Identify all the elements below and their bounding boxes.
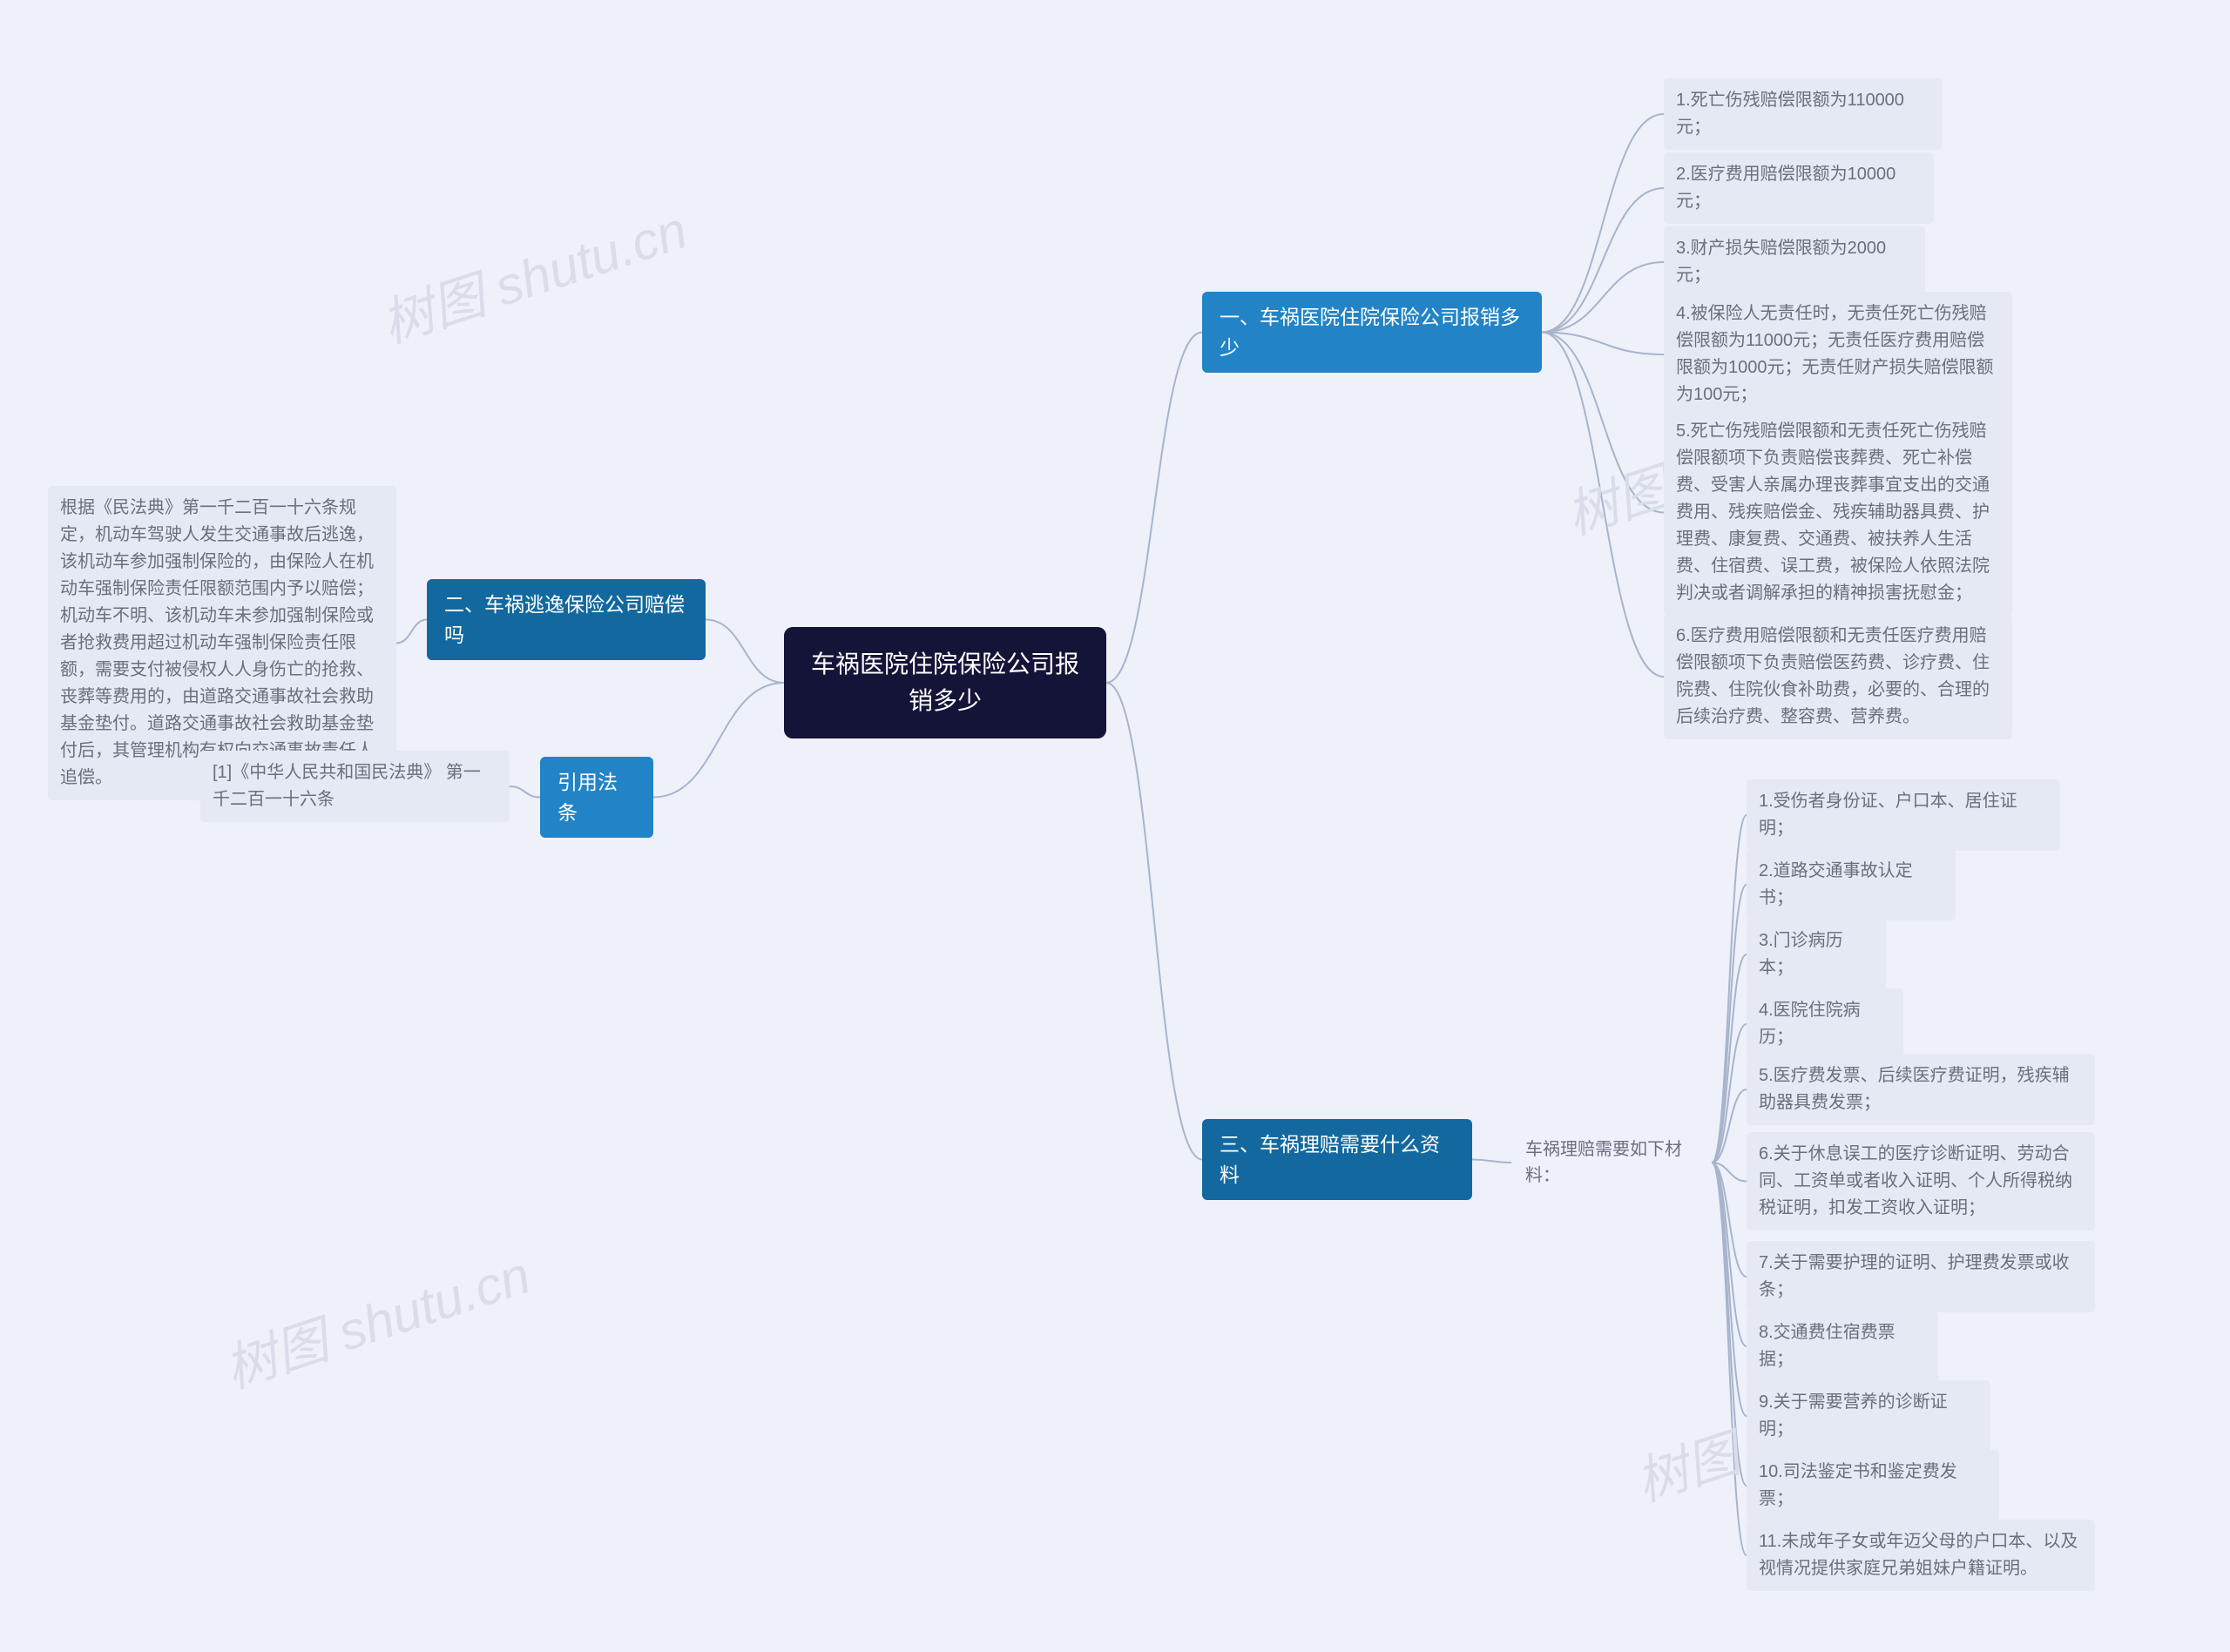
branch-4-leaf-7[interactable]: 7.关于需要护理的证明、护理费发票或收条； — [1747, 1241, 2095, 1312]
branch-3-leaf-1[interactable]: [1]《中华人民共和国民法典》 第一千二百一十六条 — [200, 751, 510, 822]
branch-1-leaf-1[interactable]: 1.死亡伤残赔偿限额为110000元； — [1664, 78, 1943, 150]
branch-1-line1: 一、车祸医院住院保险公司报销多 — [1220, 302, 1524, 333]
branch-4-leaf-4[interactable]: 4.医院住院病历； — [1747, 988, 1903, 1060]
branch-4-leaf-8[interactable]: 8.交通费住宿费票据； — [1747, 1311, 1938, 1382]
branch-4-leaf-3[interactable]: 3.门诊病历本； — [1747, 919, 1886, 990]
branch-1-leaf-3[interactable]: 3.财产损失赔偿限额为2000元； — [1664, 226, 1925, 298]
branch-1[interactable]: 一、车祸医院住院保险公司报销多 少 — [1202, 292, 1542, 373]
branch-3[interactable]: 引用法条 — [540, 757, 653, 838]
branch-4-leaf-2[interactable]: 2.道路交通事故认定书； — [1747, 849, 1956, 920]
branch-1-leaf-4[interactable]: 4.被保险人无责任时，无责任死亡伤残赔偿限额为11000元；无责任医疗费用赔偿限… — [1664, 292, 2012, 417]
branch-4-leaf-1[interactable]: 1.受伤者身份证、户口本、居住证明； — [1747, 779, 2060, 851]
branch-1-leaf-5[interactable]: 5.死亡伤残赔偿限额和无责任死亡伤残赔偿限额项下负责赔偿丧葬费、死亡补偿费、受害… — [1664, 409, 2012, 616]
branch-4-sub: 车祸理赔需要如下材料： — [1511, 1128, 1712, 1197]
branch-4-leaf-11[interactable]: 11.未成年子女或年迈父母的户口本、以及视情况提供家庭兄弟姐妹户籍证明。 — [1747, 1520, 2095, 1591]
branch-4-leaf-10[interactable]: 10.司法鉴定书和鉴定费发票； — [1747, 1450, 1999, 1521]
branch-1-line2: 少 — [1220, 333, 1524, 363]
branch-4-leaf-6[interactable]: 6.关于休息误工的医疗诊断证明、劳动合同、工资单或者收入证明、个人所得税纳税证明… — [1747, 1132, 2095, 1231]
watermark: 树图 shutu.cn — [213, 1233, 538, 1403]
watermark: 树图 shutu.cn — [370, 188, 695, 358]
branch-2[interactable]: 二、车祸逃逸保险公司赔偿吗 — [427, 579, 706, 660]
root-line2: 销多少 — [810, 683, 1080, 719]
root-line1: 车祸医院住院保险公司报 — [810, 646, 1080, 683]
branch-4-leaf-9[interactable]: 9.关于需要营养的诊断证明； — [1747, 1380, 1990, 1452]
branch-1-leaf-6[interactable]: 6.医疗费用赔偿限额和无责任医疗费用赔偿限额项下负责赔偿医药费、诊疗费、住院费、… — [1664, 614, 2012, 739]
branch-4-leaf-5[interactable]: 5.医疗费发票、后续医疗费证明，残疾辅助器具费发票； — [1747, 1054, 2095, 1125]
root-node[interactable]: 车祸医院住院保险公司报 销多少 — [784, 627, 1106, 738]
branch-1-leaf-2[interactable]: 2.医疗费用赔偿限额为10000元； — [1664, 152, 1934, 224]
branch-4[interactable]: 三、车祸理赔需要什么资料 — [1202, 1119, 1472, 1200]
